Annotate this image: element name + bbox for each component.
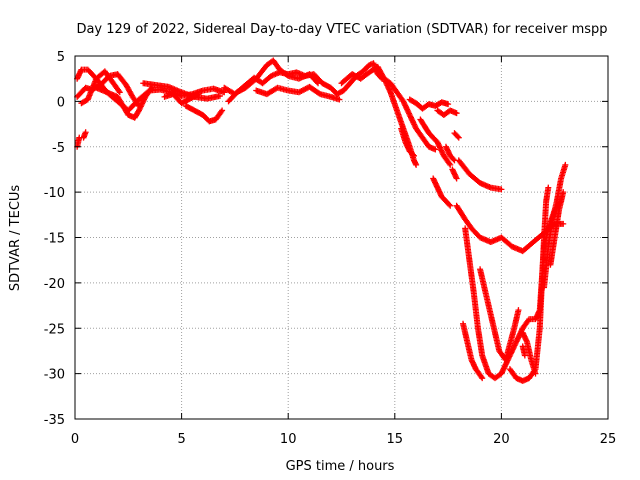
data-points: [74, 57, 569, 384]
series-arc-s: [442, 143, 458, 164]
data-point: [413, 161, 420, 168]
data-point: [562, 161, 569, 168]
data-point: [82, 129, 89, 136]
data-point: [315, 90, 322, 97]
data-point: [115, 88, 122, 95]
series-arc-t: [451, 130, 462, 141]
series-arc-v: [449, 166, 460, 182]
data-point: [409, 151, 416, 158]
series-arc-j: [225, 57, 322, 105]
data-point: [453, 175, 460, 182]
series-arc-h: [182, 102, 226, 125]
data-point: [218, 108, 225, 115]
data-point: [478, 373, 485, 380]
data-point: [532, 370, 539, 377]
data-point: [195, 91, 202, 98]
series-arc-e: [93, 84, 155, 121]
data-point: [410, 152, 417, 159]
series-arc-r: [417, 116, 454, 168]
data-point: [560, 189, 567, 196]
data-point: [446, 201, 453, 208]
data-point: [455, 134, 462, 141]
data-point: [447, 202, 454, 209]
series-arc-z: [477, 266, 522, 364]
data-point: [445, 101, 452, 108]
data-point: [447, 161, 454, 168]
data-point: [453, 110, 460, 117]
y-tick-label: -15: [44, 232, 65, 247]
data-point: [479, 375, 486, 382]
series-arc-w: [455, 157, 505, 193]
data-point: [446, 160, 453, 167]
series-arc-b: [80, 129, 89, 141]
series-arc-q: [434, 107, 460, 118]
y-tick-label: -10: [44, 186, 65, 201]
data-point: [450, 156, 457, 163]
data-point: [336, 96, 343, 103]
data-point: [219, 107, 226, 114]
series-arc-g: [140, 80, 223, 102]
y-tick-label: -20: [44, 277, 65, 292]
x-axis-label: GPS time / hours: [286, 459, 395, 474]
y-tick-label: -5: [52, 141, 65, 156]
data-point: [216, 92, 223, 99]
x-tick-label: 10: [280, 432, 297, 447]
data-point: [545, 184, 552, 191]
data-point: [454, 133, 461, 140]
series-arc-m: [338, 63, 420, 168]
data-point: [560, 220, 567, 227]
data-point: [116, 89, 123, 96]
y-tick-label: 0: [57, 95, 65, 110]
series-arc-i: [161, 91, 202, 107]
x-tick-label: 15: [387, 432, 404, 447]
series-arc-n: [398, 125, 417, 159]
x-tick-label: 0: [71, 432, 79, 447]
data-point: [521, 352, 528, 359]
data-point: [498, 186, 505, 193]
series-arc-p: [406, 96, 452, 112]
y-tick-label: 5: [57, 50, 65, 65]
series-arc-f: [78, 68, 123, 107]
series-arc-o: [381, 75, 439, 153]
y-tick-label: -35: [44, 413, 65, 428]
grid-lines: [75, 56, 608, 419]
series-arc-l: [253, 83, 343, 103]
x-tick-label: 25: [600, 432, 617, 447]
y-tick-label: -30: [44, 368, 65, 383]
y-axis-label: SDTVAR / TECUs: [8, 185, 23, 292]
axis-ticks: 0 5 10 15 20 25 5 0 -5 -10 -15 -20 -25 -30 -35: [44, 50, 617, 447]
data-point: [515, 307, 522, 314]
series-arc-aa: [460, 320, 486, 382]
y-tick-label: -25: [44, 322, 65, 337]
series-arc-ac: [519, 329, 539, 377]
x-tick-label: 20: [493, 432, 510, 447]
chart-title: Day 129 of 2022, Sidereal Day-to-day VTE…: [76, 22, 607, 37]
x-tick-label: 5: [177, 432, 185, 447]
series-arc-af: [547, 189, 567, 268]
series-arc-u: [430, 175, 454, 209]
data-point: [432, 146, 439, 153]
series-arc-ad: [519, 343, 528, 359]
